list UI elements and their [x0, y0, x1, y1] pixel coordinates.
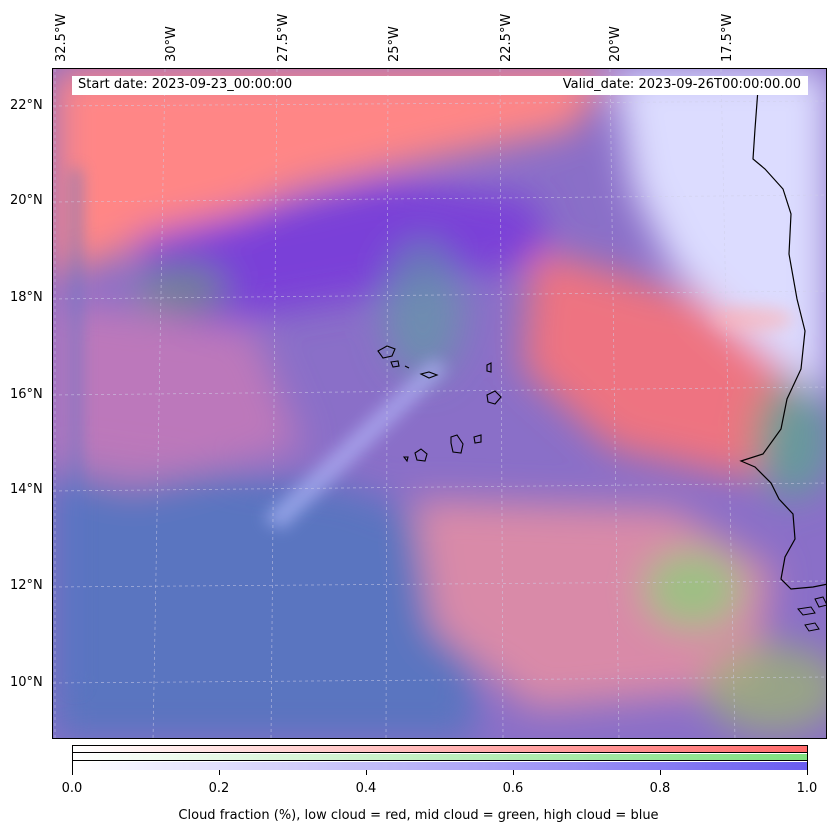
cape-verde-islands [377, 345, 502, 463]
boa-vista-island [486, 390, 502, 405]
low-cloud-tongue [523, 249, 793, 479]
mid-cloud-patch-west [138, 264, 228, 314]
colorbar-high-cloud [73, 762, 807, 770]
lat-label-22n: 22°N [10, 98, 43, 113]
edge-streak [71, 169, 81, 689]
colorbar-low-cloud [73, 746, 807, 753]
santa-luzia-island [404, 365, 410, 369]
lat-label-20n: 20°N [10, 193, 43, 208]
lon-label-27.5w: 27.5°W [276, 13, 291, 62]
lon-label-17.5w: 17.5°W [720, 13, 735, 62]
sao-nicolau-island [419, 371, 439, 379]
colorbar-tick-0.8: 0.8 [649, 781, 671, 796]
lon-label-20w: 20°W [608, 26, 623, 62]
lat-label-12n: 12°N [10, 578, 43, 593]
colorbar-tick-0.2: 0.2 [208, 781, 230, 796]
africa-coastline [739, 88, 826, 590]
cloud-fraction-map[interactable] [52, 68, 827, 739]
santiago-island [450, 434, 464, 454]
colorbar-tick-mark-0.4 [366, 770, 367, 775]
fogo-island [414, 448, 428, 462]
colorbar-tick-0.6: 0.6 [502, 781, 524, 796]
lat-label-10n: 10°N [10, 675, 43, 690]
colorbar-tick-0.4: 0.4 [355, 781, 377, 796]
low-cloud-puff [713, 307, 793, 331]
lon-label-22.5w: 22.5°W [499, 13, 514, 62]
lat-label-18n: 18°N [10, 290, 43, 305]
valid-date-label: Valid_date: 2023-09-26T00:00:00.00 [562, 77, 801, 92]
mid-cloud-patch-south [643, 549, 743, 629]
purple-band [133, 179, 553, 329]
lon-label-25w: 25°W [387, 26, 402, 62]
low-cloud-region-north [53, 69, 613, 289]
lat-label-16n: 16°N [10, 387, 43, 402]
west-pink-region [53, 299, 303, 489]
graticule [53, 69, 826, 738]
mid-cloud-patch-center [383, 239, 463, 379]
colorbar-tick-0: 0.0 [61, 781, 83, 796]
colorbar-tick-1.0: 1.0 [796, 781, 818, 796]
sal-island [486, 362, 492, 373]
colorbar-tick-mark-1.0 [807, 770, 808, 775]
lon-label-30w: 30°W [164, 26, 179, 62]
mid-cloud-patch-southeast [703, 644, 826, 734]
maio-island [473, 434, 482, 444]
colorbar-mid-cloud [73, 754, 807, 761]
santo-antao-island [377, 345, 396, 359]
mid-cloud-patch-east [753, 379, 826, 499]
brava-island [402, 456, 409, 463]
map-canvas [53, 69, 826, 738]
colorbar [72, 745, 808, 770]
colorbar-tick-mark-0.6 [513, 770, 514, 775]
southwest-cloud-region [53, 449, 483, 738]
lat-label-14n: 14°N [10, 482, 43, 497]
colorbar-title: Cloud fraction (%), low cloud = red, mid… [178, 808, 659, 823]
sao-vicente-island [390, 360, 400, 368]
colorbar-tick-mark-0.8 [660, 770, 661, 775]
high-cloud-streak [263, 359, 448, 529]
bijagos-islands [797, 596, 826, 632]
map-info-bar: Start date: 2023-09-23_00:00:00 Valid_da… [72, 76, 808, 95]
start-date-label: Start date: 2023-09-23_00:00:00 [78, 77, 293, 92]
lon-label-32.5w: 32.5°W [54, 13, 69, 62]
colorbar-tick-mark-0.2 [219, 770, 220, 775]
colorbar-tick-mark-0 [72, 770, 73, 775]
